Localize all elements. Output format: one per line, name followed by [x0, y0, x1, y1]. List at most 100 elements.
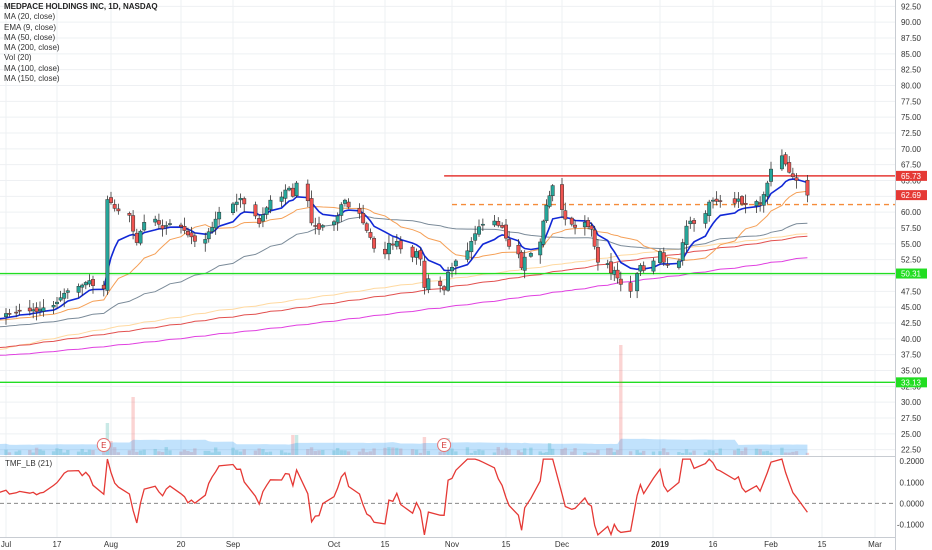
legend-ma200[interactable]: MA (200, close): [4, 43, 60, 53]
candle-body: [116, 208, 121, 212]
price-tick-label: 25.00: [901, 430, 922, 439]
volume-bar: [500, 450, 504, 455]
candle-body: [185, 231, 190, 236]
candle-body: [65, 290, 70, 293]
volume-bar: [164, 447, 168, 455]
volume-bar: [168, 450, 172, 455]
candle-body: [383, 248, 387, 255]
volume-bar: [387, 447, 391, 455]
candle-body: [83, 282, 88, 286]
volume-bar: [365, 452, 369, 455]
candle-body: [592, 229, 597, 247]
volume-bar: [606, 448, 610, 455]
legend-vol[interactable]: Vol (20): [4, 53, 32, 63]
volume-bar: [283, 452, 288, 455]
candle-body: [112, 204, 117, 209]
price-tick-label: 70.00: [901, 145, 922, 154]
volume-bar: [279, 450, 284, 455]
candle-body: [688, 220, 693, 225]
tmf-tick-label: 0.1000: [900, 478, 925, 487]
volume-bar: [638, 452, 643, 455]
volume-bar: [547, 443, 552, 455]
volume-bar: [203, 450, 207, 455]
price-tick-label: 47.50: [901, 287, 922, 296]
candle-body: [268, 199, 273, 210]
time-tick-label: Mar: [868, 540, 882, 549]
time-axis[interactable]: Jul 17 Aug 20 Sep Oct 15 Nov 15 Dec 2019 16 Feb 15 Mar: [1, 540, 882, 549]
candle-body: [453, 260, 458, 267]
volume-bar: [346, 451, 351, 455]
volume-bar: [684, 449, 689, 455]
volume-bar: [313, 451, 317, 455]
tmf-label[interactable]: TMF_LB (21): [5, 459, 53, 468]
candle-body: [544, 204, 549, 221]
candle-body: [582, 222, 587, 228]
price-tag: [896, 170, 927, 181]
price-tick-label: 90.00: [901, 18, 922, 27]
candle-body: [283, 189, 288, 199]
volume-bar: [418, 452, 423, 455]
time-tick-label: 15: [502, 540, 511, 549]
volume-bar: [550, 448, 555, 455]
candle-body: [238, 197, 243, 201]
price-tick-label: 42.50: [901, 319, 922, 328]
tmf-tick-label: 0.2000: [900, 457, 925, 466]
earnings-marker: [437, 438, 452, 452]
candle-body: [294, 182, 299, 196]
legend-ema9[interactable]: EMA (9, close): [4, 22, 57, 32]
candle-body: [386, 242, 391, 255]
time-tick-label: 16: [709, 540, 718, 549]
candle-body: [414, 251, 419, 258]
legend-ma20[interactable]: MA (20, close): [4, 12, 56, 22]
volume-bar: [253, 450, 258, 455]
price-tick-label: 80.00: [901, 82, 922, 91]
price-tick-label: 75.00: [901, 113, 922, 122]
candle-body: [320, 225, 325, 228]
volume-bars: [0, 345, 810, 455]
candle-body: [560, 184, 564, 210]
candle-body: [4, 313, 8, 317]
volume-bar: [368, 451, 373, 455]
candle-body: [38, 308, 42, 312]
candle-body: [586, 220, 591, 227]
candle-body: [628, 282, 633, 292]
volume-bar: [681, 452, 685, 455]
volume-bar: [769, 452, 773, 455]
volume-bar: [84, 452, 88, 455]
volume-bar: [469, 452, 473, 455]
volume-bar: [335, 447, 340, 455]
candle-body: [372, 238, 377, 249]
candle-body: [332, 221, 336, 226]
candle-body: [769, 168, 773, 182]
legend-ma150[interactable]: MA (150, close): [4, 74, 60, 84]
volume-bar: [754, 448, 759, 455]
time-tick-label: 17: [53, 540, 62, 549]
volume-bar: [541, 452, 546, 455]
volume-bar: [560, 449, 564, 455]
volume-bar: [473, 450, 477, 455]
candle-body: [131, 215, 136, 232]
candle-body: [480, 223, 485, 226]
volume-bar: [80, 448, 84, 455]
earnings-marker: [96, 438, 111, 452]
candle-body: [127, 213, 132, 216]
candle-body: [711, 199, 715, 202]
time-tick-label: Oct: [328, 540, 341, 549]
legend-ma100[interactable]: MA (100, close): [4, 63, 60, 73]
volume-bar: [102, 451, 106, 455]
price-tag: [896, 377, 927, 388]
volume-bar: [339, 450, 343, 455]
candle-body: [134, 232, 139, 243]
candle-body: [339, 204, 344, 216]
candle-body: [80, 284, 85, 288]
legend-ma50[interactable]: MA (50, close): [4, 32, 56, 42]
time-tick-label: Dec: [555, 540, 569, 549]
candle-body: [346, 201, 351, 208]
volume-bar: [4, 449, 8, 455]
volume-bar: [242, 449, 246, 455]
volume-bar: [193, 448, 197, 455]
volume-bar: [507, 449, 511, 455]
